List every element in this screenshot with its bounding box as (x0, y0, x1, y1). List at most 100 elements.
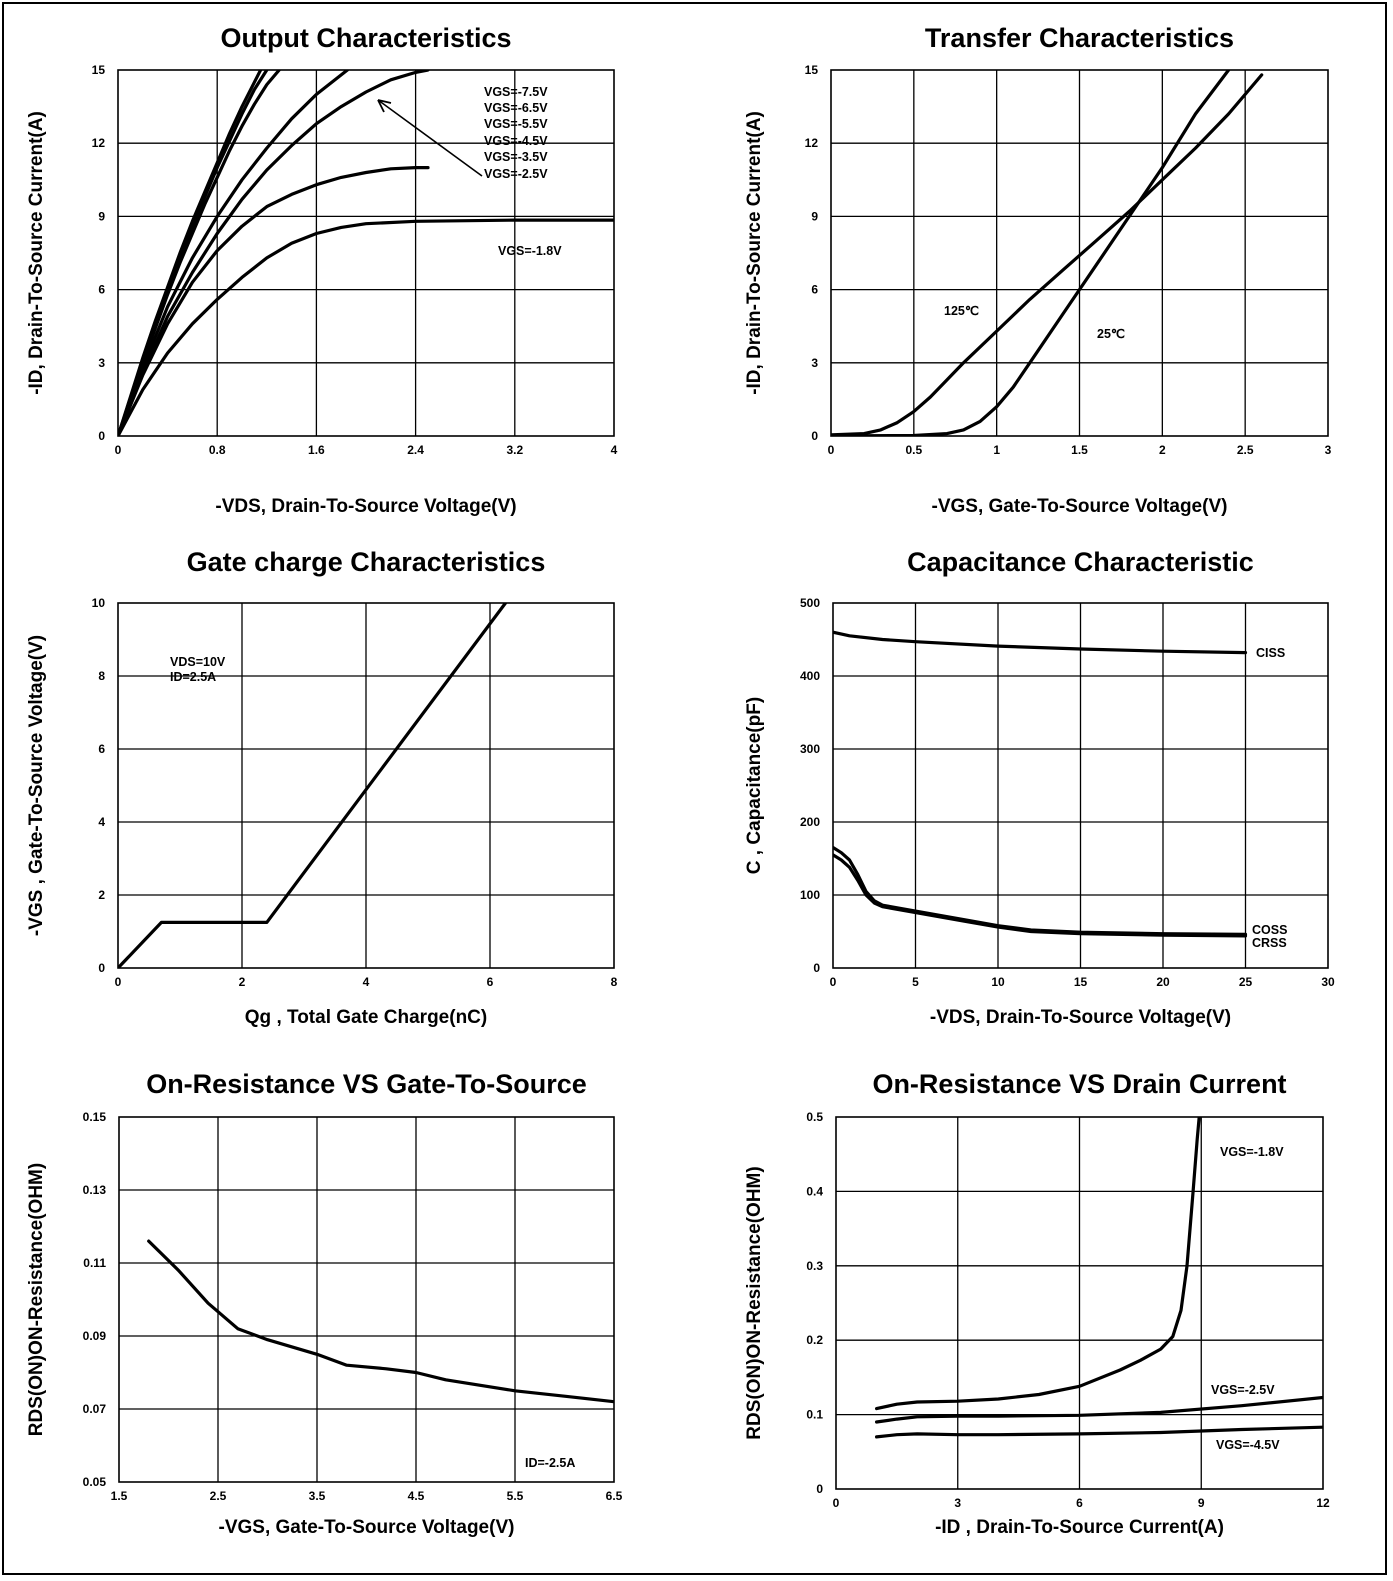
y-tick-label: 6 (811, 283, 818, 297)
series-line-vgs-4-5v (118, 70, 349, 436)
x-axis-label: -ID , Drain-To-Source Current(A) (935, 1517, 1224, 1538)
x-tick-label: 6 (1076, 1496, 1083, 1510)
x-tick-label: 0.8 (209, 443, 226, 457)
y-axis-label: -VGS , Gate-To-Source Voltage(V) (26, 635, 47, 936)
y-tick-label: 0 (811, 429, 818, 443)
y-tick-label: 10 (92, 596, 106, 610)
series-line-curve (147, 1239, 614, 1404)
y-tick-label: 0 (813, 961, 820, 975)
plot-frame (835, 1116, 1324, 1490)
pointer-arrow-head (377, 99, 392, 113)
annotation-label: VGS=-6.5V (484, 101, 548, 115)
x-tick-label: 2.5 (210, 1489, 227, 1503)
x-tick-label: 30 (1321, 975, 1335, 989)
series-line-vgs-5-5v (118, 70, 281, 436)
chart-6: 0 3 6 9 12 0 0.1 0.2 0.3 0.4 0.5 On-Resistance VS D… (744, 1069, 1330, 1538)
annotation-label: VGS=-7.5V (484, 85, 548, 99)
y-axis-label: -ID, Drain-To-Source Current(A) (26, 111, 47, 395)
annotation-label: VGS=-4.5V (1216, 1438, 1280, 1452)
annotation-label: VGS=-4.5V (484, 134, 548, 148)
x-tick-label: 1.6 (308, 443, 325, 457)
y-tick-label: 400 (800, 669, 820, 683)
annotation-label: VGS=-1.8V (498, 244, 562, 258)
annotation-label: VGS=-1.8V (1220, 1145, 1284, 1159)
series-line-vgs-1-8v (875, 1117, 1201, 1411)
series-line-curve (118, 603, 508, 968)
annotation-label: VGS=-2.5V (484, 167, 548, 181)
x-tick-label: 5.5 (507, 1489, 524, 1503)
x-tick-label: 25 (1239, 975, 1253, 989)
y-tick-label: 12 (805, 136, 819, 150)
annotation-label: CISS (1256, 646, 1285, 660)
chart-title: Gate charge Characteristics (187, 547, 546, 577)
y-tick-label: 0.05 (83, 1475, 107, 1489)
x-tick-label: 3.5 (309, 1489, 326, 1503)
x-tick-label: 1.5 (111, 1489, 128, 1503)
y-tick-label: 0.07 (83, 1402, 107, 1416)
x-tick-label: 4.5 (408, 1489, 425, 1503)
y-tick-label: 0.11 (83, 1256, 106, 1270)
x-tick-label: 10 (991, 975, 1005, 989)
y-tick-label: 100 (800, 888, 820, 902)
x-tick-label: 8 (611, 975, 618, 989)
x-tick-label: 15 (1074, 975, 1088, 989)
x-tick-label: 4 (363, 975, 370, 989)
y-tick-label: 6 (98, 742, 105, 756)
x-tick-label: 1.5 (1071, 443, 1088, 457)
series-line-vgs-2-5v (118, 166, 430, 436)
annotation-label: COSS (1252, 923, 1287, 937)
x-axis-label: -VDS, Drain-To-Source Voltage(V) (930, 1007, 1231, 1028)
y-tick-label: 6 (98, 283, 105, 297)
chart-title: Output Characteristics (220, 23, 511, 53)
pointer-arrow-line (377, 99, 483, 177)
y-tick-label: 0.5 (806, 1110, 823, 1124)
x-tick-label: 12 (1316, 1496, 1330, 1510)
series-line-vgs-4-5v (875, 1425, 1323, 1439)
x-tick-label: 2 (1159, 443, 1166, 457)
x-tick-label: 0 (115, 443, 122, 457)
annotation-label: 25℃ (1097, 327, 1125, 341)
y-tick-label: 15 (805, 63, 819, 77)
series-line-crss (833, 853, 1248, 938)
y-tick-label: 0.1 (806, 1408, 823, 1422)
x-tick-label: 2 (239, 975, 246, 989)
y-tick-label: 0.2 (806, 1333, 823, 1347)
plot-frame (832, 602, 1329, 969)
x-axis-label: Qg , Total Gate Charge(nC) (245, 1007, 487, 1028)
annotation-label: CRSS (1252, 936, 1287, 950)
x-tick-label: 2.4 (407, 443, 424, 457)
y-axis-label: RDS(ON)ON-Resistance(OHM) (26, 1163, 47, 1436)
y-tick-label: 9 (811, 209, 818, 223)
chart-2: 0 0.5 1 1.5 2 2.5 3 0 3 6 9 12 15 Transfer Characteri… (744, 23, 1332, 517)
x-tick-label: 4 (611, 443, 618, 457)
y-tick-label: 0.15 (83, 1110, 107, 1124)
x-tick-label: 3 (1325, 443, 1332, 457)
plot-frame (830, 69, 1329, 437)
y-tick-label: 12 (92, 136, 106, 150)
y-tick-label: 2 (98, 888, 105, 902)
plot-frame (117, 602, 615, 969)
x-tick-label: 0 (830, 975, 837, 989)
annotation-label: 125℃ (944, 304, 979, 318)
x-tick-label: 9 (1198, 1496, 1205, 1510)
chart-title: Transfer Characteristics (925, 23, 1234, 53)
x-tick-label: 5 (912, 975, 919, 989)
series-line-vgs-3-5v (118, 70, 430, 436)
x-tick-label: 0 (833, 1496, 840, 1510)
series-line-coss (833, 845, 1248, 936)
y-tick-label: 0 (98, 961, 105, 975)
x-axis-label: -VGS, Gate-To-Source Voltage(V) (219, 1517, 515, 1538)
series-line-ciss (833, 630, 1248, 655)
annotation-label: ID=2.5A (170, 670, 216, 684)
annotation-label: ID=-2.5A (525, 1456, 575, 1470)
y-tick-label: 0 (816, 1482, 823, 1496)
x-tick-label: 6 (487, 975, 494, 989)
y-tick-label: 0 (98, 429, 105, 443)
x-tick-label: 20 (1156, 975, 1170, 989)
y-tick-label: 200 (800, 815, 820, 829)
x-tick-label: 0.5 (905, 443, 922, 457)
y-tick-label: 9 (98, 209, 105, 223)
y-tick-label: 0.09 (83, 1329, 107, 1343)
x-axis-label: -VGS, Gate-To-Source Voltage(V) (932, 496, 1228, 517)
x-axis-label: -VDS, Drain-To-Source Voltage(V) (215, 496, 516, 517)
